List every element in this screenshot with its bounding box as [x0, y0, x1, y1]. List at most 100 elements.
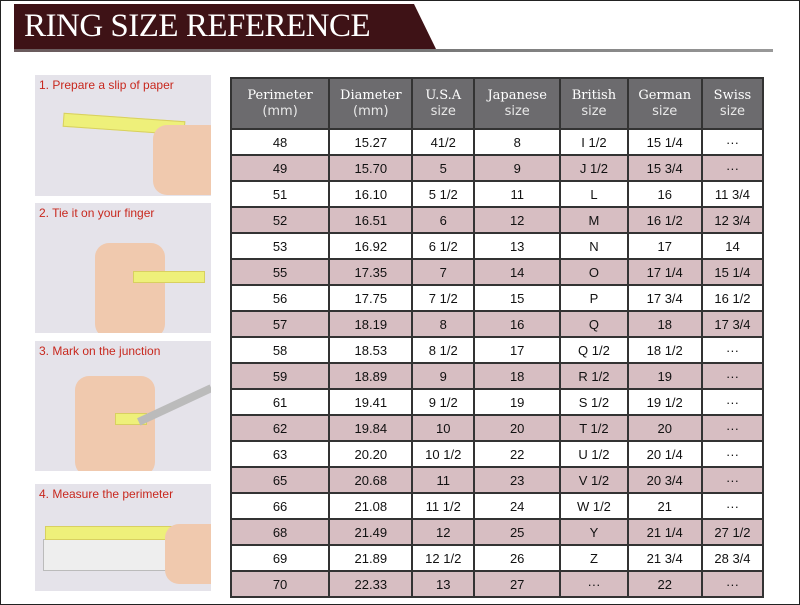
table-row: 57 18.19 8 16 Q 18 17 3/4	[229, 310, 765, 338]
table-cell: 59	[229, 362, 331, 390]
table-cell: 9	[473, 154, 562, 182]
table-cell: 19	[626, 362, 703, 390]
table-cell: ···	[700, 570, 765, 598]
table-cell: 62	[229, 414, 331, 442]
table-row: 62 19.84 10 20 T 1/2 20 ···	[229, 414, 765, 442]
table-row: 58 18.53 8 1/2 17 Q 1/2 18 1/2 ···	[229, 336, 765, 364]
table-cell: 49	[229, 154, 331, 182]
hand-illustration	[95, 243, 165, 333]
table-cell: 51	[229, 180, 331, 208]
table-cell: 16.10	[328, 180, 414, 208]
step-panel-2: 2. Tie it on your finger	[35, 203, 211, 333]
table-cell: 20	[473, 414, 562, 442]
step-label: 3. Mark on the junction	[39, 344, 161, 358]
table-cell: 21.89	[328, 544, 414, 572]
column-header: Diameter (mm)	[328, 77, 414, 130]
table-cell: 63	[229, 440, 331, 468]
table-cell: ···	[700, 362, 765, 390]
step-label: 2. Tie it on your finger	[39, 206, 155, 220]
step-panel-3: 3. Mark on the junction	[35, 341, 211, 471]
table-cell: ···	[700, 466, 765, 494]
table-row: 59 18.89 9 18 R 1/2 19 ···	[229, 362, 765, 390]
header-unit: size	[581, 103, 607, 119]
table-cell: 14	[700, 232, 765, 260]
table-cell: 15.70	[328, 154, 414, 182]
table-cell: 11	[411, 466, 476, 494]
table-row: 66 21.08 11 1/2 24 W 1/2 21 ···	[229, 492, 765, 520]
table-cell: 9	[411, 362, 476, 390]
table-cell: 19.41	[328, 388, 414, 416]
title-rule	[14, 49, 773, 52]
table-cell: 20.68	[328, 466, 414, 494]
table-cell: 28 3/4	[700, 544, 765, 572]
column-header: Perimeter (mm)	[229, 77, 331, 130]
table-cell: 21.49	[328, 518, 414, 546]
table-cell: 16.51	[328, 206, 414, 234]
table-cell: 57	[229, 310, 331, 338]
table-cell: 16	[626, 180, 703, 208]
table-cell: 16 1/2	[626, 206, 703, 234]
header-unit: size	[652, 103, 678, 119]
step-panel-1: 1. Prepare a slip of paper	[35, 75, 211, 196]
table-cell: 18 1/2	[626, 336, 703, 364]
table-cell: Y	[559, 518, 629, 546]
header-unit: size	[719, 103, 746, 119]
table-cell: Q 1/2	[559, 336, 629, 364]
header-unit: size	[430, 103, 456, 119]
table-cell: 21	[626, 492, 703, 520]
table-cell: 18.19	[328, 310, 414, 338]
table-cell: 15	[473, 284, 562, 312]
table-cell: M	[559, 206, 629, 234]
table-cell: 25	[473, 518, 562, 546]
table-row: 69 21.89 12 1/2 26 Z 21 3/4 28 3/4	[229, 544, 765, 572]
header-unit: size	[504, 103, 530, 119]
header-title: Japanese	[487, 87, 547, 103]
table-row: 61 19.41 9 1/2 19 S 1/2 19 1/2 ···	[229, 388, 765, 416]
table-cell: 26	[473, 544, 562, 572]
table-cell: 13	[411, 570, 476, 598]
page-title: RING SIZE REFERENCE	[24, 8, 371, 44]
column-header: Swiss size	[700, 77, 765, 130]
table-cell: Z	[559, 544, 629, 572]
table-cell: 11	[473, 180, 562, 208]
table-cell: 53	[229, 232, 331, 260]
table-cell: 7 1/2	[411, 284, 476, 312]
table-cell: ···	[700, 336, 765, 364]
table-cell: 15.27	[328, 128, 414, 156]
table-cell: 6 1/2	[411, 232, 476, 260]
table-cell: 15 3/4	[626, 154, 703, 182]
table-cell: ···	[700, 414, 765, 442]
header-title: German	[638, 87, 692, 103]
table-row: 51 16.10 5 1/2 11 L 16 11 3/4	[229, 180, 765, 208]
paper-strip	[133, 271, 205, 283]
table-row: 48 15.27 41/2 8 I 1/2 15 1/4 ···	[229, 128, 765, 156]
table-cell: 17 1/4	[626, 258, 703, 286]
table-cell: 18.89	[328, 362, 414, 390]
table-cell: P	[559, 284, 629, 312]
hand-illustration	[153, 125, 211, 195]
table-row: 55 17.35 7 14 O 17 1/4 15 1/4	[229, 258, 765, 286]
table-cell: L	[559, 180, 629, 208]
hand-illustration	[165, 524, 211, 584]
table-cell: 21 3/4	[626, 544, 703, 572]
table-row: 63 20.20 10 1/2 22 U 1/2 20 1/4 ···	[229, 440, 765, 468]
table-cell: W 1/2	[559, 492, 629, 520]
step-label: 1. Prepare a slip of paper	[39, 78, 174, 92]
header-unit: (mm)	[262, 103, 298, 119]
table-row: 52 16.51 6 12 M 16 1/2 12 3/4	[229, 206, 765, 234]
table-cell: 56	[229, 284, 331, 312]
table-cell: 18.53	[328, 336, 414, 364]
table-cell: 55	[229, 258, 331, 286]
table-cell: 41/2	[411, 128, 476, 156]
paper-strip	[45, 526, 177, 540]
table-cell: 24	[473, 492, 562, 520]
column-header: U.S.A size	[411, 77, 476, 130]
table-cell: 20.20	[328, 440, 414, 468]
table-cell: 6	[411, 206, 476, 234]
table-cell: 5	[411, 154, 476, 182]
table-cell: 17.35	[328, 258, 414, 286]
table-cell: 58	[229, 336, 331, 364]
table-cell: 16	[473, 310, 562, 338]
table-cell: 65	[229, 466, 331, 494]
table-cell: 7	[411, 258, 476, 286]
